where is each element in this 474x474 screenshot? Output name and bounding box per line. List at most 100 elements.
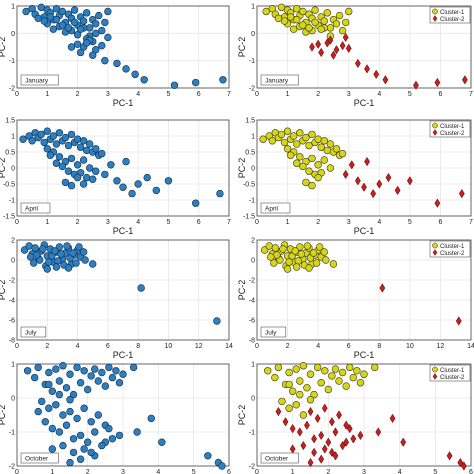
cluster-1-point [342,382,350,390]
x-tick-label: 10 [165,343,173,350]
cluster-2-point [332,427,339,437]
cluster-2-point [275,406,282,417]
data-point [52,365,60,373]
month-label: April [25,206,39,213]
cluster-2-point [321,403,328,413]
cluster-1-point [286,13,295,21]
y-tick-label: -2 [249,278,255,285]
cluster-1-point [338,368,347,377]
data-point [52,263,61,271]
cluster-1-point [299,411,308,419]
x-tick-label: 0 [15,91,19,98]
cluster-1-point [283,145,292,153]
cluster-1-point [303,242,312,250]
axes-frame [256,5,472,89]
cluster-1-point [303,384,311,392]
cluster-2-point [364,156,370,167]
data-point [48,445,57,453]
cluster-1-point [323,9,332,17]
cluster-2-point [314,413,321,424]
x-tick-label: 7 [469,91,473,98]
y-tick-label: 0.5 [245,150,255,157]
data-point [113,59,121,68]
axes-frame [256,363,472,467]
data-point [67,130,76,139]
x-tick-label: 4 [398,469,402,474]
data-point [76,25,85,33]
x-tick-label: 4 [377,91,381,98]
data-point [54,257,62,265]
x-tick-label: 4 [76,343,80,350]
cluster-2-point [311,447,317,458]
data-point [87,448,95,457]
axes-frame [16,119,230,217]
cluster-1-point [315,243,324,251]
cluster-2-point [350,434,357,444]
cluster-2-point [457,457,464,468]
panel-july-clustered: 0 2 4 6 8 10 12 14 -8 -6 -4 -2 0 2 PC-1 PC-2 Cluster-1Cl… [237,238,474,361]
data-point [147,414,155,423]
cluster-2-point [304,420,310,430]
cluster-2-point [296,427,303,437]
data-point [66,407,74,416]
cluster-1-point [265,242,273,250]
data-point [49,25,58,33]
data-point [55,377,64,385]
data-point [122,65,130,73]
cluster-1-point [322,256,330,264]
legend-cluster-1-marker [432,122,438,129]
data-point [73,40,82,48]
data-point [112,367,120,375]
y-tick-label: -1 [9,58,15,65]
cluster-1-point [326,24,335,32]
cluster-2-point [389,413,396,424]
cluster-2-point [342,32,349,43]
cluster-1-point [296,377,304,385]
data-point [140,76,148,84]
x-tick-label: 8 [377,343,381,350]
cluster-1-point [285,380,293,389]
data-point [26,253,35,261]
data-point [52,159,61,167]
cluster-1-point [306,396,315,404]
data-point [191,199,200,207]
x-axis-label: PC-1 [354,98,375,108]
data-point [122,157,130,166]
data-point [101,56,109,65]
cluster-1-point [285,404,293,412]
y-tick-label: -1.5 [243,214,255,221]
month-label-box [260,452,299,464]
month-label-box [20,326,47,338]
data-point [104,33,112,42]
panel-july-single: 0 2 4 6 8 10 12 14 -8 -6 -4 -2 0 2 PC-1 PC-2 July [0,238,233,361]
x-tick-label: 6 [347,343,351,350]
data-point [137,284,145,292]
data-point [82,146,91,155]
cluster-2-point [385,172,392,183]
x-tick-label: 2 [76,91,80,98]
panel-april-single: 0 1 2 3 4 5 6 7 -1.5 -1 -0.5 0 0.5 1 1.5 PC-1 PC-2 April [0,118,231,237]
x-tick-label: 0 [255,91,259,98]
axes-frame [16,363,230,467]
month-label-box [260,74,299,86]
legend-cluster-2-label: Cluster-2 [440,375,465,381]
cluster-2-point [343,437,350,447]
month-label-box [20,452,59,464]
cluster-2-point [330,50,337,60]
data-point [98,26,106,35]
cluster-2-point [413,80,419,90]
y-tick-label: -2 [249,464,255,471]
data-point [37,3,45,12]
data-point [37,130,45,139]
data-point [89,51,97,59]
cluster-1-point [270,259,278,267]
x-axis-label: PC-1 [113,226,134,236]
y-tick-label: 1 [251,4,255,11]
y-tick-label: 1.5 [245,118,255,125]
data-point [95,11,103,20]
cluster-2-point [336,410,342,420]
y-tick-label: 2 [11,238,15,245]
